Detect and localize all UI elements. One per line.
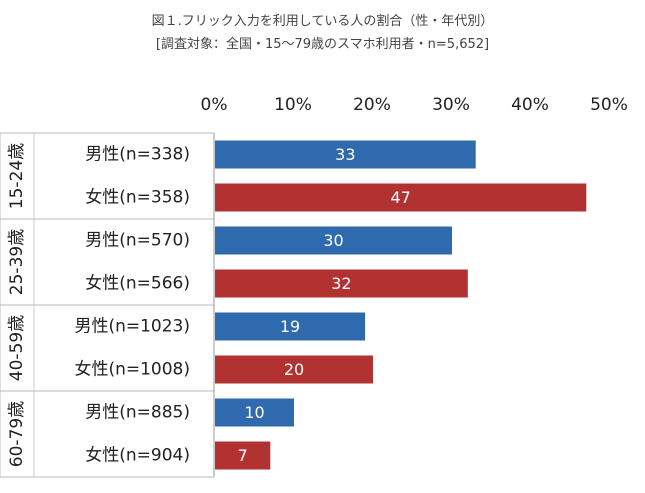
data-label: 10 (244, 403, 264, 422)
row-label: 男性(n=1023) (74, 317, 190, 337)
data-label: 20 (284, 360, 304, 379)
data-label: 30 (323, 231, 343, 250)
x-tick-label: 10% (274, 95, 312, 115)
data-label: 33 (335, 145, 355, 164)
row-label: 女性(n=904) (85, 446, 190, 466)
bar (215, 183, 587, 212)
x-tick-label: 20% (353, 95, 391, 115)
x-tick-label: 50% (590, 95, 628, 115)
group-label: 25-39歳 (7, 229, 27, 295)
bar (215, 441, 271, 470)
x-tick-label: 0% (201, 95, 228, 115)
group-label: 40-59歳 (7, 315, 27, 381)
row-label: 女性(n=566) (85, 274, 190, 294)
chart-subtitle: [調査対象：全国・15～79歳のスマホ利用者・n=5,652] (155, 37, 490, 52)
bar (215, 226, 452, 255)
bar (215, 355, 373, 384)
data-label: 32 (331, 274, 351, 293)
row-label: 男性(n=570) (85, 231, 190, 251)
bar (215, 398, 294, 427)
x-tick-label: 40% (511, 95, 549, 115)
group-label: 15-24歳 (7, 143, 27, 209)
row-label: 女性(n=358) (85, 188, 190, 208)
data-label: 47 (390, 188, 410, 207)
bar (215, 269, 468, 298)
row-label: 女性(n=1008) (74, 360, 190, 380)
data-label: 7 (238, 446, 248, 465)
bar (215, 140, 476, 169)
row-label: 男性(n=885) (85, 403, 190, 423)
x-tick-label: 30% (432, 95, 470, 115)
group-label: 60-79歳 (7, 401, 27, 467)
chart-title: 図１.フリック入力を利用している人の割合（性・年代別） (151, 14, 494, 29)
data-label: 19 (280, 317, 300, 336)
row-label: 男性(n=338) (85, 145, 190, 165)
bar (215, 312, 366, 341)
